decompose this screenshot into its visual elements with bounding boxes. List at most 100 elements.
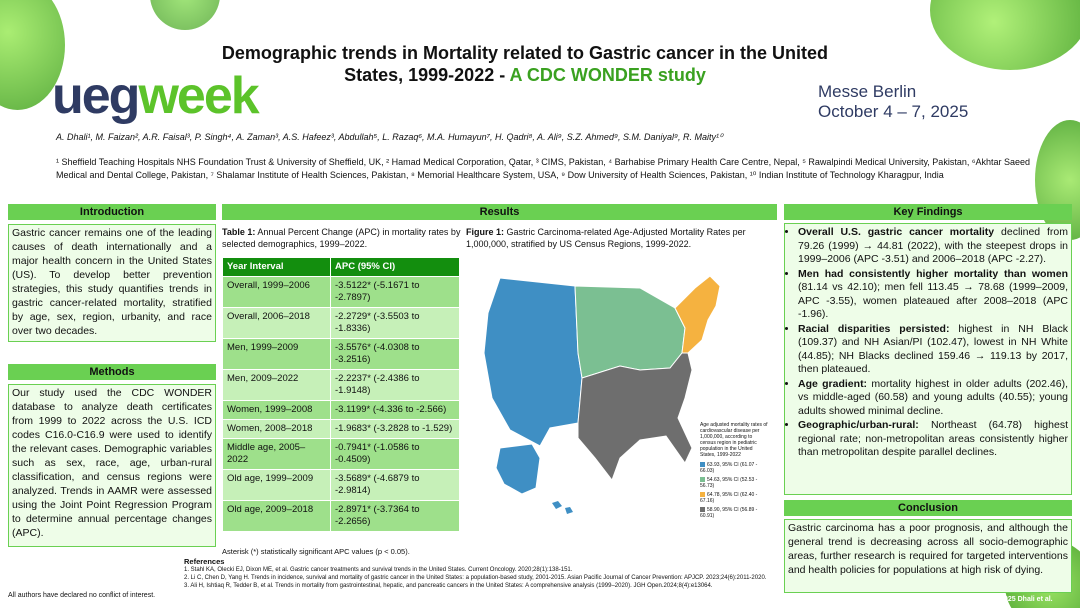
results-heading: Results — [222, 204, 777, 220]
conclusion-heading: Conclusion — [784, 500, 1072, 516]
key-finding-text: highest in NH Black (109.37) and NH Asia… — [798, 322, 1068, 376]
key-finding-text: Northeast (64.78) highest regional rate;… — [798, 419, 1068, 458]
key-finding-item: Age gradient: mortality highest in older… — [798, 378, 1068, 419]
map-svg — [483, 275, 721, 514]
decorative-blob-right — [1035, 120, 1080, 240]
table-caption-label: Table 1: — [222, 227, 256, 237]
title-main: Demographic trends in Mortality related … — [221, 43, 829, 85]
key-finding-text: mortality highest in older adults (202.4… — [798, 377, 1068, 417]
key-finding-text: (81.14 vs 42.10); men fell 113.45 → 78.6… — [798, 281, 1068, 320]
ueg-week-logo: uegweek — [52, 67, 260, 125]
map-legend-items: 63.93, 95% CI (61.07 - 66.03) 54.63, 95% … — [700, 462, 768, 519]
reference-item-2: 2. Li C, Chen D, Yang H. Trends in incid… — [184, 575, 767, 581]
introduction-section: Introduction Gastric cancer remains one … — [8, 204, 216, 342]
table-row: Overall, 2006–2018 -2.2729* (-3.5503 to -… — [222, 307, 460, 339]
key-findings-heading: Key Findings — [784, 204, 1072, 220]
table-row: Men, 1999–2009 -3.5576* (-4.0308 to -3.25… — [222, 338, 460, 370]
region-west — [483, 277, 583, 447]
table-cell-interval: Old age, 1999–2009 — [222, 469, 331, 501]
key-findings-list: Overall U.S. gastric cancer mortality de… — [788, 226, 1068, 460]
references-section: References 1. Stahl KA, Olecki EJ, Dixon… — [184, 557, 784, 590]
legend-swatch — [700, 492, 705, 498]
map-legend-item: 63.93, 95% CI (61.07 - 66.03) — [700, 462, 768, 474]
map-legend: Age adjusted mortality rates of cardiova… — [700, 422, 768, 522]
key-finding-label: Overall U.S. gastric cancer mortality — [798, 226, 995, 238]
table-cell-apc: -3.5122* (-5.1671 to -2.7897) — [330, 276, 460, 308]
legend-swatch — [700, 462, 705, 468]
table-cell-interval: Women, 1999–2008 — [222, 400, 331, 420]
copyright-note: Copyright © 2025 Dhali et al. — [958, 596, 1053, 603]
reference-item-3: 3. Ali H, Ishtiaq R, Tedder B, et al. Tr… — [184, 583, 713, 589]
table-cell-apc: -3.1199* (-4.336 to -2.566) — [330, 400, 460, 420]
apc-table: Year Interval APC (95% CI) Overall, 1999… — [222, 257, 460, 532]
table-row: Women, 2008–2018 -1.9683* (-3.2828 to -1.… — [222, 419, 460, 439]
legend-swatch — [700, 477, 705, 483]
poster-title: Demographic trends in Mortality related … — [190, 42, 860, 86]
venue-dates: October 4 – 7, 2025 — [818, 102, 969, 121]
table-row: Old age, 1999–2009 -3.5689* (-4.6879 to -… — [222, 469, 460, 501]
region-alaska — [495, 443, 541, 495]
region-hawaii — [552, 501, 573, 514]
key-finding-item: Racial disparities persisted: highest in… — [798, 323, 1068, 377]
table-cell-interval: Middle age, 2005–2022 — [222, 438, 331, 470]
legend-label: 54.63, 95% CI (52.53 - 56.73) — [700, 477, 758, 489]
methods-text: Our study used the CDC WONDER database t… — [8, 384, 216, 547]
key-finding-item: Overall U.S. gastric cancer mortality de… — [798, 226, 1068, 267]
table-cell-apc: -2.2237* (-2.4386 to -1.9148) — [330, 369, 460, 401]
legend-label: 63.93, 95% CI (61.07 - 66.03) — [700, 462, 758, 474]
key-finding-label: Geographic/urban-rural: — [798, 419, 919, 431]
figure-caption: Figure 1: Gastric Carcinoma-related Age-… — [466, 226, 774, 250]
key-finding-item: Men had consistently higher mortality th… — [798, 268, 1068, 322]
table-cell-interval: Overall, 2006–2018 — [222, 307, 331, 339]
key-finding-text: declined from 79.26 (1999) → 44.81 (2022… — [798, 226, 1068, 265]
venue-info: Messe Berlin October 4 – 7, 2025 — [818, 82, 968, 122]
key-findings-box: Overall U.S. gastric cancer mortality de… — [784, 223, 1072, 495]
figure-caption-label: Figure 1: — [466, 227, 505, 237]
us-census-region-map: Age adjusted mortality rates of cardiova… — [470, 258, 776, 543]
region-south — [577, 352, 693, 482]
methods-heading: Methods — [8, 364, 216, 380]
map-legend-item: 64.78, 95% CI (62.40 - 67.16) — [700, 492, 768, 504]
table-cell-apc: -3.5576* (-4.0308 to -3.2516) — [330, 338, 460, 370]
map-legend-title: Age adjusted mortality rates of cardiova… — [700, 422, 768, 458]
reference-item-1: 1. Stahl KA, Olecki EJ, Dixon ME, et al.… — [184, 567, 573, 573]
author-list: A. Dhali¹, M. Faizan², A.R. Faisal³, P. … — [56, 132, 723, 142]
table-body: Overall, 1999–2006 -3.5122* (-5.1671 to -… — [222, 276, 460, 532]
table-header-apc: APC (95% CI) — [330, 257, 460, 277]
table-cell-apc: -1.9683* (-3.2828 to -1.529) — [330, 419, 460, 439]
decorative-blob-top — [150, 0, 220, 30]
table-cell-apc: -0.7941* (-1.0586 to -0.4509) — [330, 438, 460, 470]
key-finding-item: Geographic/urban-rural: Northeast (64.78… — [798, 419, 1068, 460]
introduction-heading: Introduction — [8, 204, 216, 220]
table-caption: Table 1: Annual Percent Change (APC) in … — [222, 226, 462, 250]
decorative-blob-right-top — [930, 0, 1080, 70]
table-cell-interval: Old age, 2009–2018 — [222, 500, 331, 532]
table-caption-text: Annual Percent Change (APC) in mortality… — [222, 227, 461, 249]
region-northeast — [674, 275, 721, 354]
table-cell-interval: Overall, 1999–2006 — [222, 276, 331, 308]
table-row: Middle age, 2005–2022 -0.7941* (-1.0586 t… — [222, 438, 460, 470]
references-heading: References — [184, 557, 225, 566]
title-highlight: A CDC WONDER study — [509, 65, 706, 85]
introduction-text: Gastric cancer remains one of the leadin… — [8, 224, 216, 342]
disclosure-note: All authors have declared no conflict of… — [8, 592, 156, 599]
affiliations: ¹ Sheffield Teaching Hospitals NHS Found… — [56, 157, 1031, 180]
venue-location: Messe Berlin — [818, 82, 917, 101]
map-legend-item: 58.90, 95% CI (56.89 - 60.91) — [700, 507, 768, 519]
map-legend-item: 54.63, 95% CI (52.53 - 56.73) — [700, 477, 768, 489]
table-cell-apc: -2.2729* (-3.5503 to -1.8336) — [330, 307, 460, 339]
table-cell-interval: Men, 1999–2009 — [222, 338, 331, 370]
conclusion-text: Gastric carcinoma has a poor prognosis, … — [784, 519, 1072, 593]
region-midwest — [574, 285, 686, 379]
key-finding-label: Age gradient: — [798, 377, 868, 390]
key-finding-label: Racial disparities persisted: — [798, 322, 950, 335]
table-cell-interval: Women, 2008–2018 — [222, 419, 331, 439]
table-cell-interval: Men, 2009–2022 — [222, 369, 331, 401]
table-note: Asterisk (*) statistically significant A… — [222, 547, 410, 556]
methods-section: Methods Our study used the CDC WONDER da… — [8, 364, 216, 547]
table-row: Overall, 1999–2006 -3.5122* (-5.1671 to -… — [222, 276, 460, 308]
logo-part-ueg: ueg — [52, 67, 140, 125]
legend-label: 64.78, 95% CI (62.40 - 67.16) — [700, 492, 758, 504]
key-finding-label: Men had consistently higher mortality th… — [798, 267, 1068, 280]
legend-label: 58.90, 95% CI (56.89 - 60.91) — [700, 507, 758, 519]
